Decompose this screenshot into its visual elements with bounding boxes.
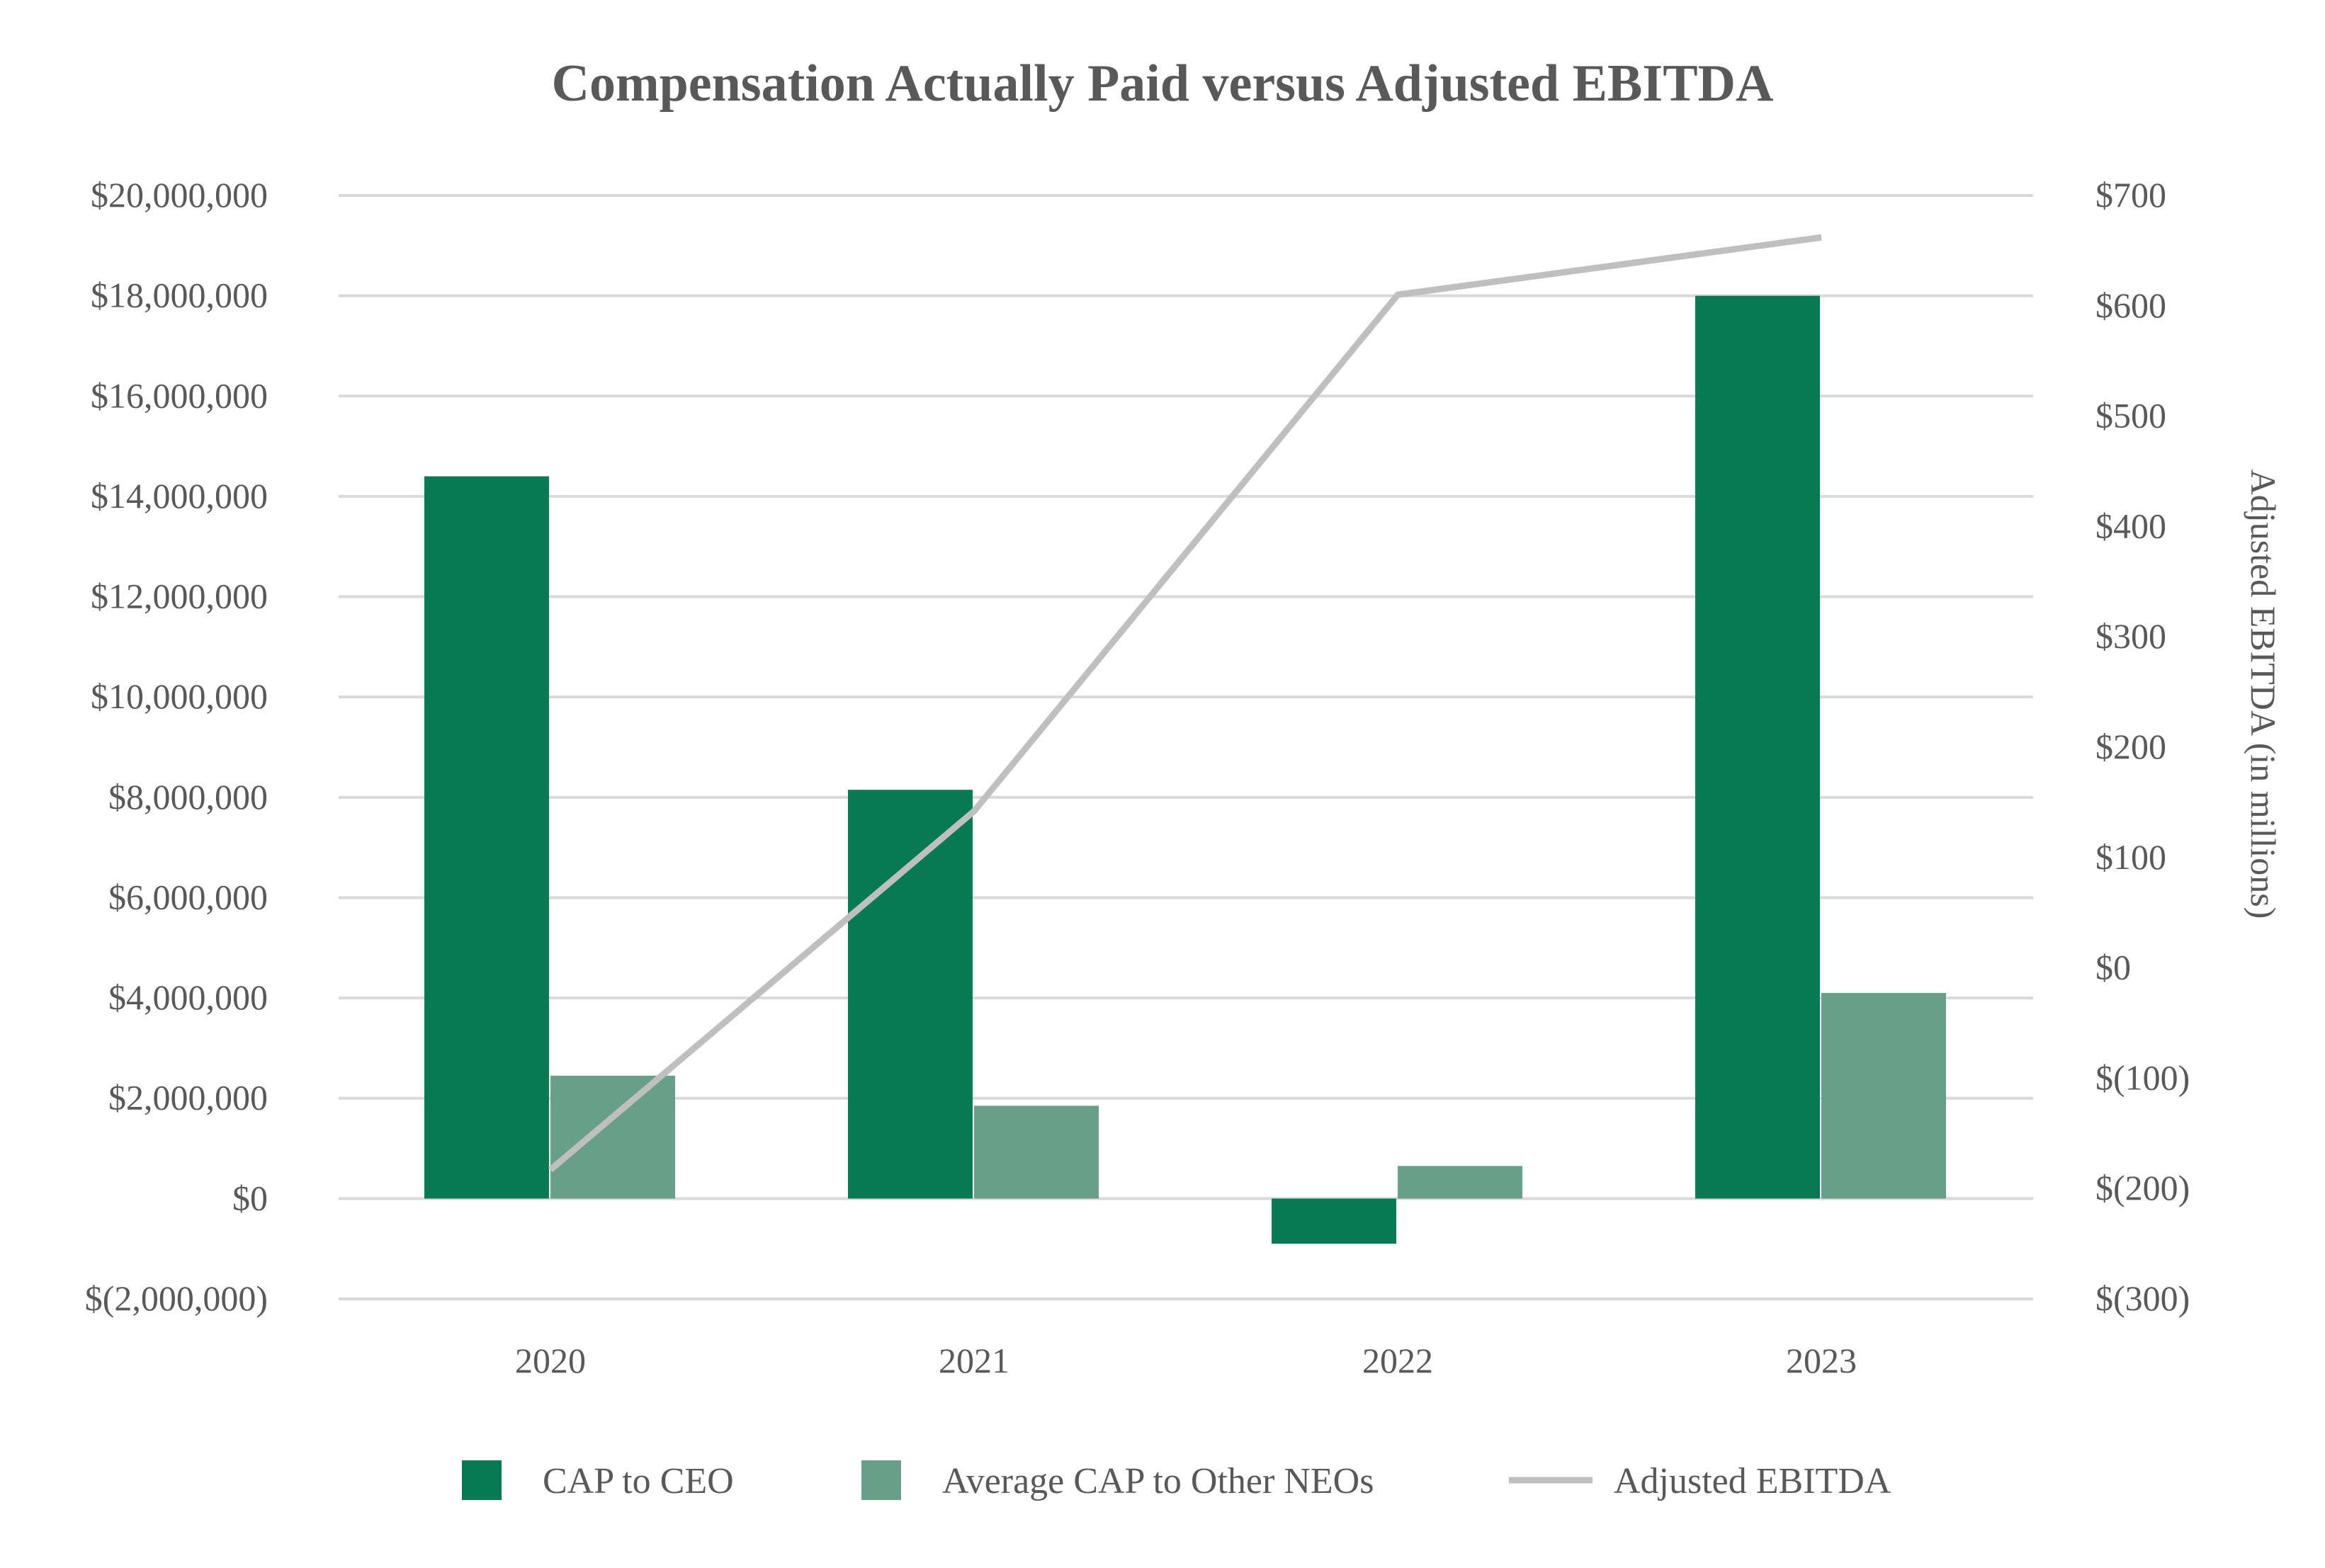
right-tick-label: $(300) xyxy=(2095,1278,2190,1318)
x-tick-label: 2020 xyxy=(515,1341,586,1380)
right-tick-label: $700 xyxy=(2095,175,2166,215)
right-tick-label: $(100) xyxy=(2095,1057,2190,1097)
x-tick-label: 2022 xyxy=(1362,1341,1433,1380)
x-tick-label: 2021 xyxy=(939,1341,1009,1380)
left-tick-label: $8,000,000 xyxy=(108,777,268,817)
left-tick-label: $4,000,000 xyxy=(108,977,268,1017)
left-tick-label: $12,000,000 xyxy=(91,576,268,616)
legend-swatch xyxy=(462,1460,502,1500)
right-tick-label: $300 xyxy=(2095,616,2166,656)
right-tick-label: $600 xyxy=(2095,285,2166,325)
bar-average-cap-to-other-neos-2023 xyxy=(1821,993,1946,1199)
left-tick-label: $14,000,000 xyxy=(91,476,268,516)
chart-title: Compensation Actually Paid versus Adjust… xyxy=(552,55,1774,113)
bar-average-cap-to-other-neos-2020 xyxy=(550,1075,675,1199)
left-tick-label: $16,000,000 xyxy=(91,375,268,415)
bar-cap-to-ceo-2023 xyxy=(1695,295,1820,1199)
bar-cap-to-ceo-2021 xyxy=(848,790,973,1199)
legend-label: Average CAP to Other NEOs xyxy=(942,1461,1374,1501)
bars xyxy=(424,295,1946,1244)
bar-cap-to-ceo-2022 xyxy=(1272,1198,1396,1244)
left-tick-label: $2,000,000 xyxy=(108,1078,268,1118)
x-tick-label: 2023 xyxy=(1786,1341,1857,1380)
bar-average-cap-to-other-neos-2021 xyxy=(974,1106,1099,1199)
legend-label: CAP to CEO xyxy=(543,1461,734,1501)
x-axis-ticks: 2020 2021 2022 2023 xyxy=(515,1341,1857,1380)
legend: CAP to CEO Average CAP to Other NEOs Adjus… xyxy=(462,1460,1891,1501)
right-tick-label: $0 xyxy=(2095,948,2131,987)
left-tick-label: $0 xyxy=(232,1178,268,1217)
right-tick-label: $200 xyxy=(2095,727,2166,766)
left-tick-label: $6,000,000 xyxy=(108,877,268,916)
right-tick-label: $400 xyxy=(2095,506,2166,545)
bar-average-cap-to-other-neos-2022 xyxy=(1398,1166,1522,1199)
bar-cap-to-ceo-2020 xyxy=(424,476,549,1199)
legend-swatch xyxy=(861,1460,901,1500)
left-tick-label: $10,000,000 xyxy=(91,676,268,716)
ebitda-line xyxy=(548,234,1822,1173)
line-series-adjusted-ebitda xyxy=(548,234,1822,1173)
left-axis-ticks: $20,000,000 $18,000,000 $16,000,000 $14,000… xyxy=(85,175,268,1318)
right-axis-label: Adjusted EBITDA (in millions) xyxy=(2244,470,2283,919)
right-tick-label: $100 xyxy=(2095,837,2166,877)
left-tick-label: $18,000,000 xyxy=(91,275,268,315)
left-tick-label: $(2,000,000) xyxy=(85,1278,268,1318)
left-tick-label: $20,000,000 xyxy=(91,175,268,215)
legend-label: Adjusted EBITDA xyxy=(1614,1461,1891,1501)
right-tick-label: $500 xyxy=(2095,396,2166,436)
right-axis-ticks: $700 $600 $500 $400 $300 $200 $100 $0 $(100) $(20… xyxy=(2095,175,2190,1318)
right-tick-label: $(200) xyxy=(2095,1168,2190,1208)
